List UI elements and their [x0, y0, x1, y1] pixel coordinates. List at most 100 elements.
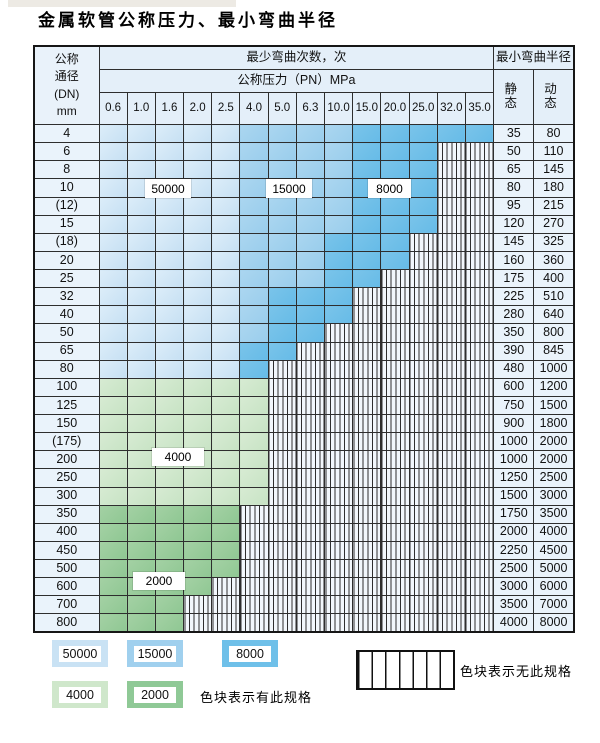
no-spec-cell: [239, 577, 269, 597]
spec-cell: [323, 305, 354, 325]
table-row: 200 1000 2000: [33, 450, 575, 470]
spec-cell: [380, 232, 410, 252]
legend-swatch-value: 8000: [229, 645, 271, 662]
dynamic-radius-cell: 3000: [533, 486, 575, 506]
dn-cell: 300: [33, 486, 100, 506]
no-spec-cell: [352, 613, 382, 633]
radius-header: 最小弯曲半径: [493, 45, 575, 70]
spec-cell: [295, 123, 326, 144]
spec-cell: [323, 287, 354, 307]
no-spec-cell: [436, 450, 466, 470]
spec-cell: [211, 522, 241, 542]
no-spec-cell: [323, 341, 354, 361]
spec-cell: [211, 323, 241, 343]
spec-cell: [239, 123, 269, 144]
dynamic-radius-cell: 80: [533, 123, 575, 144]
dn-cell: 400: [33, 522, 100, 542]
spec-cell: [98, 123, 128, 144]
no-spec-cell: [380, 413, 410, 434]
table-row: 600 3000 6000: [33, 577, 575, 597]
static-radius-cell: 3500: [493, 595, 535, 615]
spec-cell: [98, 450, 128, 470]
no-spec-cell: [408, 504, 438, 524]
legend-has-spec-text: 色块表示有此规格: [200, 690, 313, 705]
spec-cell: [380, 123, 410, 144]
spec-cell: [154, 250, 185, 271]
no-spec-cell: [352, 359, 382, 379]
static-radius-cell: 390: [493, 341, 535, 361]
no-spec-cell: [239, 540, 269, 561]
no-spec-cell: [408, 413, 438, 434]
no-spec-cell: [464, 504, 495, 524]
no-spec-cell: [295, 486, 326, 506]
spec-cell: [267, 250, 297, 271]
spec-cell: [211, 160, 241, 180]
spec-cell: [126, 595, 156, 615]
spec-cell: [211, 287, 241, 307]
spec-cell: [211, 558, 241, 579]
spec-cell: [380, 160, 410, 180]
table-row: (12) 95 215: [33, 196, 575, 216]
zone-label-50000: 50000: [145, 179, 191, 198]
dn-cell: 6: [33, 142, 100, 162]
spec-cell: [183, 142, 213, 162]
no-spec-cell: [464, 595, 495, 615]
no-spec-cell: [464, 377, 495, 397]
dynamic-radius-cell: 270: [533, 214, 575, 234]
spec-cell: [352, 123, 382, 144]
spec-cell: [380, 214, 410, 234]
spec-cell: [211, 395, 241, 416]
spec-cell: [126, 432, 156, 452]
static-radius-cell: 3000: [493, 577, 535, 597]
no-spec-cell: [352, 323, 382, 343]
no-spec-cell: [408, 232, 438, 252]
dn-cell: 10: [33, 178, 100, 198]
spec-cell: [98, 341, 128, 361]
spec-cell: [126, 305, 156, 325]
no-spec-cell: [295, 595, 326, 615]
no-spec-cell: [464, 558, 495, 579]
no-spec-cell: [464, 160, 495, 180]
spec-cell: [98, 287, 128, 307]
no-spec-cell: [239, 595, 269, 615]
no-spec-cell: [323, 413, 354, 434]
spec-cell: [239, 214, 269, 234]
spec-cell: [98, 413, 128, 434]
pressure-tick: 1.0: [126, 92, 156, 125]
spec-cell: [154, 395, 185, 416]
dn-cell: 700: [33, 595, 100, 615]
dn-cell: 800: [33, 613, 100, 633]
spec-cell: [183, 123, 213, 144]
spec-cell: [183, 232, 213, 252]
no-spec-cell: [267, 377, 297, 397]
no-spec-cell: [323, 486, 354, 506]
no-spec-cell: [380, 268, 410, 289]
no-spec-cell: [380, 540, 410, 561]
no-spec-cell: [323, 558, 354, 579]
no-spec-cell: [295, 450, 326, 470]
no-spec-cell: [295, 540, 326, 561]
dn-cell: 350: [33, 504, 100, 524]
no-spec-cell: [408, 450, 438, 470]
spec-cell: [239, 160, 269, 180]
spec-cell: [295, 268, 326, 289]
no-spec-cell: [295, 558, 326, 579]
no-spec-cell: [267, 486, 297, 506]
spec-cell: [126, 468, 156, 488]
spec-cell: [126, 504, 156, 524]
spec-cell: [154, 232, 185, 252]
dn-cell: 100: [33, 377, 100, 397]
static-radius-cell: 4000: [493, 613, 535, 633]
no-spec-cell: [323, 450, 354, 470]
table-row: 6 50 110: [33, 142, 575, 162]
spec-cell: [183, 341, 213, 361]
spec-cell: [239, 359, 269, 379]
dn-cell: 32: [33, 287, 100, 307]
spec-cell: [211, 413, 241, 434]
no-spec-cell: [267, 468, 297, 488]
table-row: 20 160 360: [33, 250, 575, 271]
dn-cell: 80: [33, 359, 100, 379]
no-spec-cell: [295, 341, 326, 361]
dynamic-radius-cell: 1800: [533, 413, 575, 434]
spec-cell: [211, 540, 241, 561]
